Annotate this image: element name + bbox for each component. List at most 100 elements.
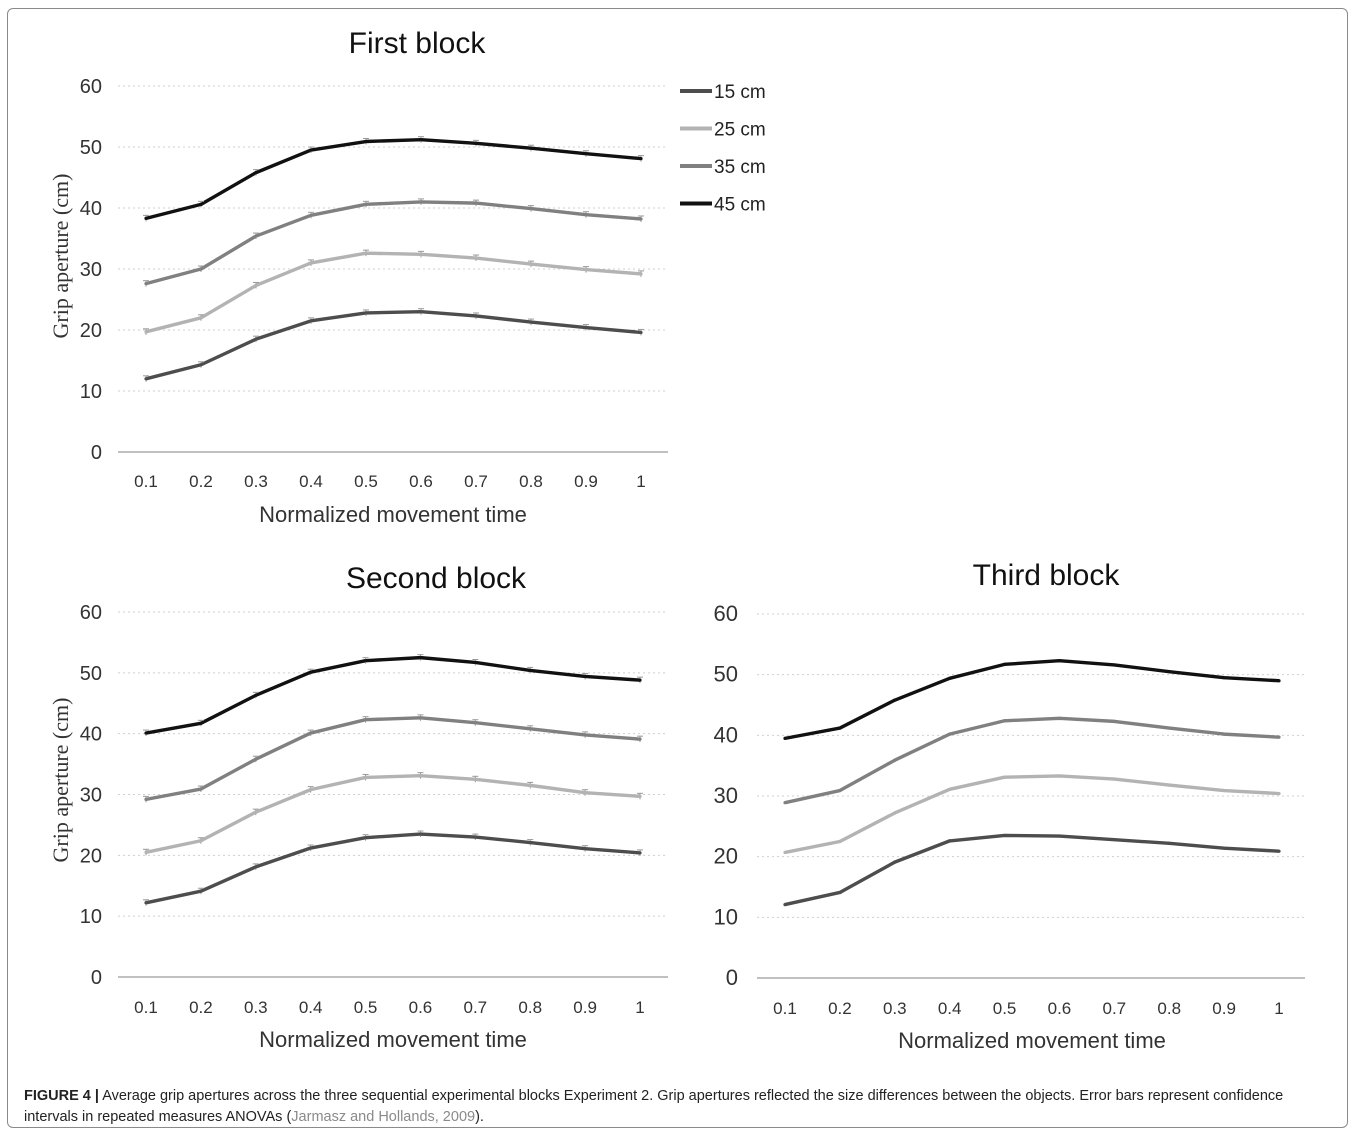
data-point [1277,735,1281,739]
x-tick-label: 0.3 [244,998,268,1017]
data-point [1167,783,1171,787]
data-point [1057,716,1062,720]
data-point [584,152,588,156]
data-point [473,660,477,665]
x-tick-label: 0.3 [244,472,268,491]
data-point [893,811,897,815]
series-45-cm [143,136,644,222]
data-point [364,139,368,144]
data-point [948,787,952,791]
series-35-cm [143,714,643,803]
y-tick-label: 30 [80,259,102,281]
data-point [144,850,148,854]
data-point [309,261,313,265]
data-point [199,267,203,271]
y-tick-label: 20 [714,844,738,869]
y-tick-label: 40 [80,724,102,746]
x-tick-label: 0.2 [828,999,852,1018]
data-point [473,721,477,725]
x-tick-label: 0.1 [134,998,158,1017]
data-point [529,207,533,211]
data-point [1167,726,1171,730]
x-tick-label: 1 [635,998,644,1017]
y-axis-label: Grip aperture (cm) [48,698,73,863]
legend-label: 15 cm [714,82,766,103]
data-point [639,156,643,161]
series-35-cm [143,198,644,287]
data-point [1277,849,1281,853]
data-point [419,252,423,256]
data-point [199,787,203,791]
data-point [1112,663,1116,667]
x-tick-label: 0.5 [993,999,1017,1018]
series-line [784,659,1280,741]
series-15-cm [143,308,644,382]
x-tick-label: 1 [636,472,645,491]
y-tick-label: 30 [80,785,102,807]
series-25-cm [143,249,644,335]
data-point [254,810,258,814]
series-line [145,251,642,334]
data-point [364,202,368,206]
data-point [638,794,642,798]
x-tick-label: 0.8 [519,472,543,491]
data-point [474,256,478,260]
legend: 15 cm 25 cm 35 cm 45 cm [680,82,766,216]
series-15-cm [143,830,643,906]
y-tick-label: 50 [80,663,102,685]
series-45-cm [783,659,1281,741]
data-point [1112,777,1116,781]
y-tick-label: 10 [80,906,102,928]
series-line [145,137,642,221]
data-point [1002,719,1007,723]
data-point [583,674,587,679]
data-point [529,262,533,266]
x-tick-label: 0.6 [409,998,433,1017]
data-point [419,200,423,204]
data-point [254,865,258,869]
data-point [418,774,423,778]
data-point [144,377,148,381]
y-tick-label: 60 [80,76,102,98]
series-line [145,200,642,286]
data-point [783,736,787,740]
x-tick-label: 0.6 [1048,999,1072,1018]
data-point [1057,834,1062,838]
y-tick-label: 30 [714,783,738,808]
x-tick-label: 0.9 [1212,999,1236,1018]
data-point [838,788,842,793]
data-point [363,836,368,840]
data-point [144,330,148,334]
caption-citation-link[interactable]: Jarmasz and Hollands, 2009 [291,1109,476,1125]
data-point [309,788,313,792]
y-tick-label: 0 [91,442,102,464]
legend-label: 45 cm [714,195,766,216]
data-point [309,148,313,152]
data-point [1112,838,1116,842]
data-point [1112,719,1116,723]
data-point [474,314,478,318]
data-point [309,846,313,850]
caption-label: FIGURE 4 | [24,1088,99,1104]
data-point [364,251,368,255]
data-point [418,716,423,720]
caption-text: Average grip apertures across the three … [24,1088,1284,1125]
data-point [309,213,313,217]
x-tick-label: 0.4 [938,999,962,1018]
data-point [419,138,423,142]
data-point [144,216,148,220]
data-point [254,757,258,761]
data-point [144,797,148,801]
y-tick-label: 0 [726,965,738,990]
series-line [784,833,1280,907]
chart-title: First block [349,27,487,60]
x-tick-label: 0.4 [299,998,323,1017]
x-tick-label: 0.2 [189,998,213,1017]
data-point [529,320,533,324]
y-axis-label: Grip aperture (cm) [48,174,73,339]
legend-label: 25 cm [714,120,766,141]
chart-second-block: 0 10 20 30 40 50 60 0.1 0.2 0.3 0.4 0.5 0.6 0.7 0.8 0.9… [48,562,668,1052]
data-point [363,659,368,663]
chart-title: Second block [346,562,527,595]
